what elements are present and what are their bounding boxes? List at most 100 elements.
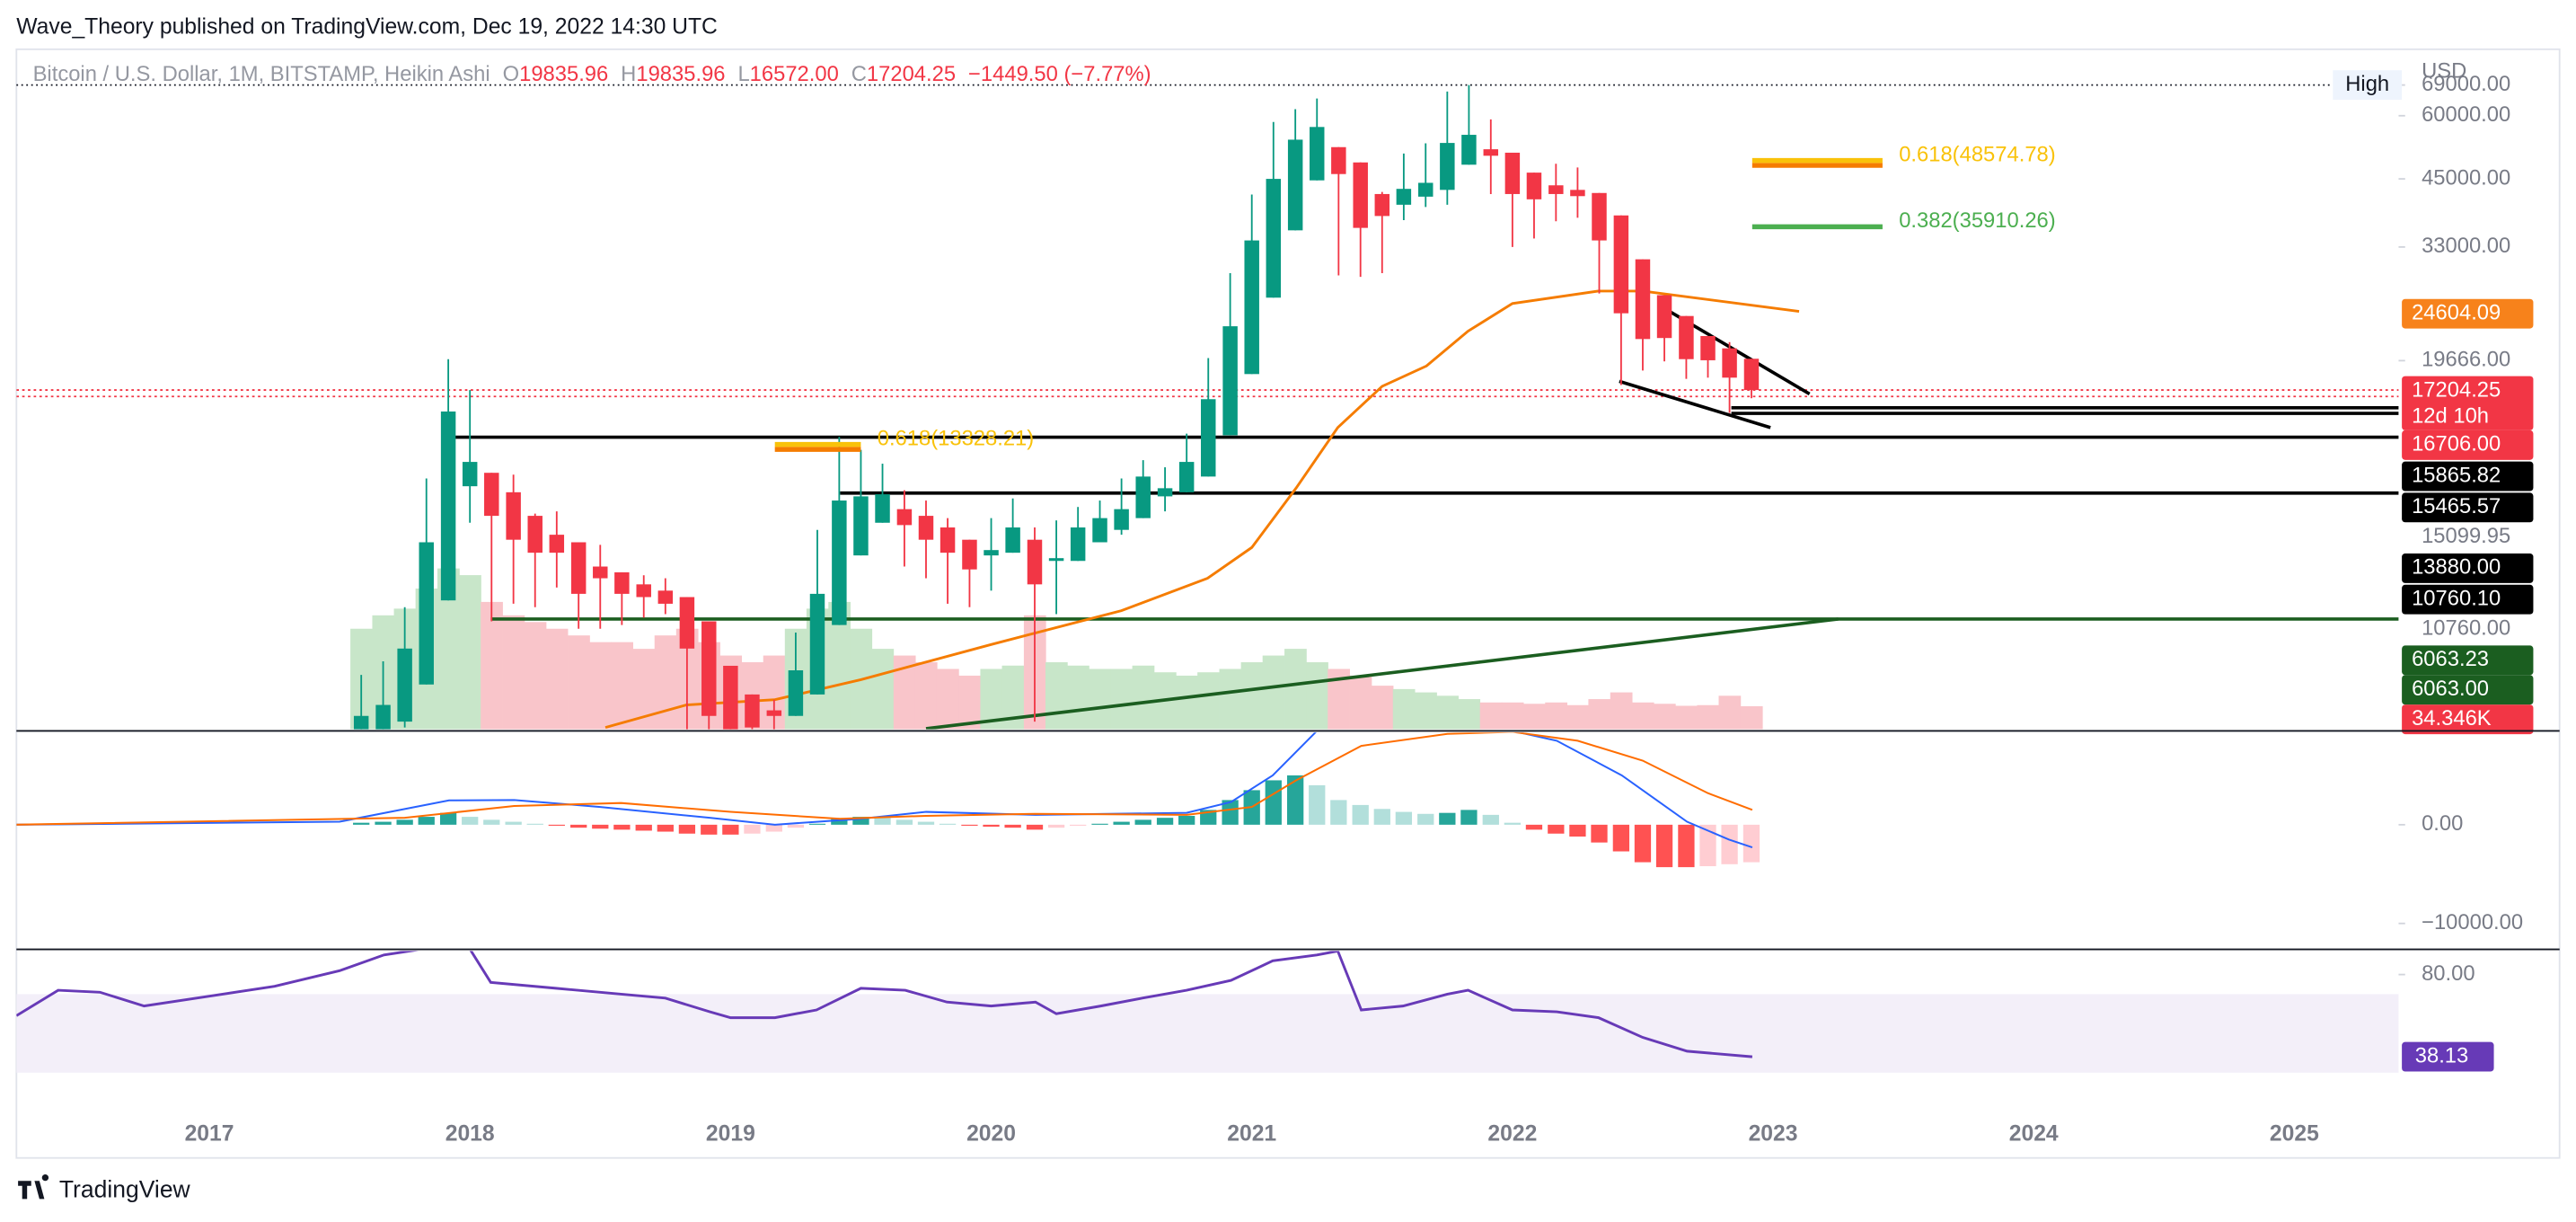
macd-histogram-bar (418, 817, 435, 825)
macd-histogram-bar (1265, 780, 1282, 825)
macd-histogram-bar (1004, 824, 1021, 828)
candle-body (636, 584, 651, 598)
candle-body (657, 590, 674, 604)
candle-body (1266, 179, 1282, 298)
volume-bar (1501, 702, 1524, 730)
volume-bar (1045, 662, 1068, 730)
macd-histogram-bar (375, 821, 392, 825)
price-tag-label: 17204.25 (2412, 377, 2501, 402)
legend: Bitcoin / U.S. Dollar, 1M, BITSTAMP, Hei… (33, 62, 1151, 86)
macd-histogram-bar (1482, 814, 1499, 825)
ohlc-key: C (851, 62, 867, 86)
candle-body (766, 710, 782, 716)
x-tick-label: 2019 (706, 1122, 755, 1147)
macd-histogram-bar (1309, 784, 1326, 825)
volume-bar (589, 642, 612, 730)
high-label: High (2345, 72, 2389, 96)
volume-bar (1653, 704, 1676, 730)
publish-info: Wave_Theory published on TradingView.com… (16, 15, 718, 40)
price-tag (2402, 675, 2534, 705)
symbol: Bitcoin / U.S. Dollar, 1M, BITSTAMP, Hei… (33, 62, 490, 86)
signal-line (16, 732, 1753, 826)
volume-bar (936, 669, 959, 730)
volume-bar (1349, 675, 1372, 730)
macd-histogram-bar (1699, 824, 1716, 866)
volume-bar (1479, 702, 1503, 730)
candle-body (1005, 527, 1020, 553)
candle-body (1135, 476, 1151, 518)
rsi-band (16, 994, 2399, 1073)
volume-bar (1740, 705, 1763, 730)
rsi-tag (2402, 1041, 2494, 1072)
macd-histogram-bar (983, 824, 1000, 828)
price-tag (2402, 704, 2534, 735)
price-tag-label: 15465.57 (2412, 494, 2501, 518)
macd-histogram-bar (635, 824, 652, 831)
candle-body (809, 593, 825, 695)
macd-histogram-bar (1222, 800, 1239, 825)
macd-histogram-bar (1548, 824, 1565, 834)
candle-body (1700, 335, 1716, 360)
price-tag (2402, 492, 2534, 523)
macd-histogram-bar (462, 817, 479, 825)
volume-bar (1588, 699, 1611, 730)
volume-bar (1306, 662, 1328, 730)
macd-histogram-bar (1504, 822, 1522, 825)
brand-name: TradingView (59, 1175, 191, 1202)
candle-body (962, 539, 977, 570)
candle-body (1418, 182, 1434, 197)
volume-bar (958, 675, 982, 730)
macd-histogram-bar (1134, 819, 1151, 825)
candle-body (1331, 146, 1346, 174)
candle-body (1287, 139, 1303, 231)
candle-body (419, 542, 434, 685)
macd-histogram-bar (1634, 824, 1652, 863)
volume-bar (1566, 704, 1590, 730)
price-tag-label: 16706.00 (2412, 432, 2501, 456)
x-tick-label: 2023 (1749, 1122, 1798, 1147)
candle-body (1656, 295, 1672, 339)
macd-histogram-bar (483, 819, 500, 825)
candle-body (1483, 149, 1499, 156)
macd-histogram-bar (1352, 804, 1369, 825)
macd-histogram-bar (526, 823, 543, 825)
volume-bar (1197, 672, 1220, 730)
volume-bar (1610, 692, 1633, 730)
candle-body (701, 621, 717, 716)
price-tag-label: 10760.10 (2412, 586, 2501, 610)
change: −1449.50 (−7.77%) (968, 62, 1151, 86)
macd-histogram-bar (1439, 812, 1456, 825)
macd-histogram-bar (808, 823, 826, 825)
volume-bar (459, 575, 481, 730)
y-tick-label: 80.00 (2422, 961, 2475, 986)
price-tag (2402, 553, 2534, 583)
macd-histogram-bar (1178, 815, 1195, 825)
macd-histogram-bar (1330, 800, 1347, 825)
candle-body (1310, 127, 1325, 181)
candle-body (1679, 315, 1694, 359)
candle-body (1526, 173, 1542, 199)
overlay: 2017 2018 2019 2020 2021 2022 2023 2024 2025 6900… (16, 70, 2534, 1147)
macd-histogram-bar (1113, 821, 1130, 825)
y-tick-label: −10000.00 (2422, 910, 2523, 934)
volume-bar (611, 642, 633, 730)
countdown: 12d 10h (2412, 404, 2489, 429)
candle-body (440, 411, 456, 601)
macd-histogram-bar (1070, 824, 1087, 826)
volume-bar (1110, 669, 1134, 730)
high-badge (2333, 70, 2403, 101)
candle-body (1353, 162, 1368, 228)
volume-bar (1240, 662, 1264, 730)
candle-body (1178, 462, 1195, 492)
volume-bar (1219, 669, 1242, 730)
fib-label: 0.382(35910.26) (1899, 208, 2055, 233)
trend-line (1619, 379, 1771, 429)
x-tick-label: 2025 (2270, 1122, 2319, 1147)
rsi-pane (16, 951, 2399, 1073)
price-tag-label: 13880.00 (2412, 555, 2501, 580)
candle-body (1222, 326, 1238, 436)
macd-histogram-bar (1678, 824, 1695, 868)
candle-body (614, 571, 630, 594)
volume-bar (654, 635, 677, 730)
